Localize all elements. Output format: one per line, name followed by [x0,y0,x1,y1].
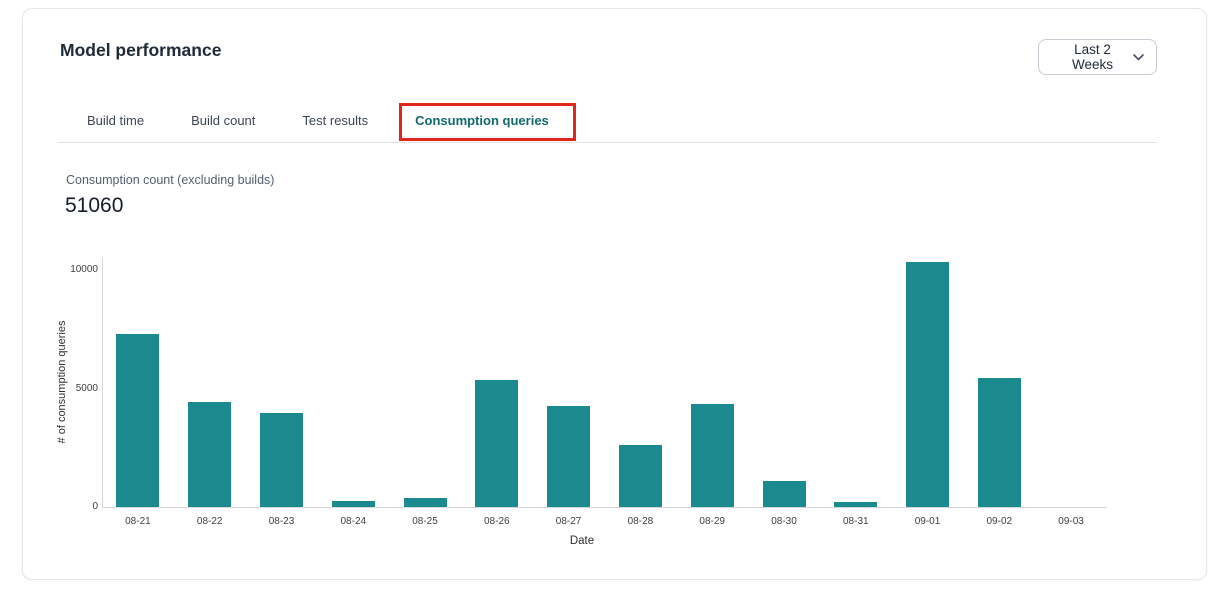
page-title: Model performance [60,40,222,60]
chevron-down-icon [1133,53,1144,61]
annotation-highlight-box [399,103,576,141]
metric-value: 51060 [65,194,124,217]
tab-build-time[interactable]: Build time [87,113,145,128]
tab-test-results[interactable]: Test results [302,113,369,128]
tab-bar: Build time Build count Test results Cons… [87,113,549,128]
x-axis-title: Date [569,535,595,547]
model-performance-card [22,8,1207,580]
tab-build-count[interactable]: Build count [191,113,256,128]
tabs-divider [58,142,1157,143]
date-range-label: Last 2 Weeks [1071,42,1113,72]
tab-consumption-queries[interactable]: Consumption queries [415,113,549,128]
metric-label: Consumption count (excluding builds) [66,173,275,187]
date-range-dropdown[interactable]: Last 2 Weeks [1038,39,1157,75]
y-axis-title: # of consumption queries [56,320,68,444]
